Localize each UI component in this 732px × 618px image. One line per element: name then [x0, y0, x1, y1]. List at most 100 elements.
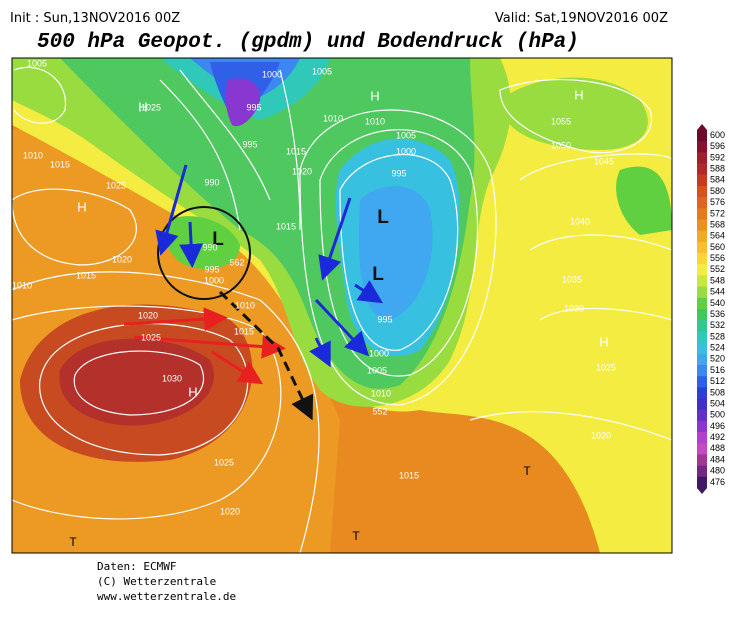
colorbar-swatch [697, 432, 707, 444]
colorbar-swatch [697, 353, 707, 366]
isobar-label: 1005 [396, 130, 416, 140]
colorbar-label: 476 [710, 477, 725, 487]
colorbar-label: 568 [710, 219, 725, 229]
colorbar-swatch [697, 387, 707, 399]
colorbar-swatch [697, 163, 707, 176]
colorbar-swatch [697, 454, 707, 467]
colorbar-label: 588 [710, 164, 725, 174]
isobar-label: 1000 [204, 275, 224, 285]
colorbar-cap [697, 488, 707, 494]
thermal-low-marker: T [69, 535, 77, 549]
colorbar-label: 556 [710, 253, 725, 263]
colorbar-label: 552 [710, 264, 725, 274]
high-marker: H [77, 199, 86, 214]
low-marker: L [377, 207, 389, 228]
colorbar-label: 520 [710, 354, 725, 364]
isobar-label: 1005 [312, 66, 332, 76]
geopotential-label: 562 [229, 257, 244, 267]
isobar-label: 1040 [570, 216, 590, 226]
colorbar-swatch [697, 185, 707, 198]
isobar-label: 1000 [262, 69, 282, 79]
isobar-label: 1055 [551, 116, 571, 126]
colorbar-label: 536 [710, 309, 725, 319]
isobar-label: 1005 [27, 58, 47, 68]
valid-time: Valid: Sat,19NOV2016 00Z [495, 11, 668, 26]
isobar-label: 1015 [76, 270, 96, 280]
footer-line: Daten: ECMWF [97, 560, 176, 573]
isobar-label: 1025 [141, 332, 161, 342]
isobar-label: 995 [391, 168, 406, 178]
colorbar-swatch [697, 342, 707, 355]
colorbar-label: 480 [710, 466, 725, 476]
high-marker: H [188, 384, 197, 399]
colorbar-swatch [697, 364, 707, 377]
colorbar-label: 580 [710, 186, 725, 196]
isobar-label: 1000 [369, 348, 389, 358]
isobar-label: 1030 [564, 303, 584, 313]
colorbar-swatch [697, 398, 707, 411]
colorbar: 6005965925885845805765725685645605565525… [697, 124, 725, 494]
map-field [12, 58, 672, 553]
isobar-label: 1010 [12, 280, 32, 290]
map-labels: 1005 1025 H 1000 1005 995 995 990 1015 1… [12, 58, 616, 549]
isobar-label: 1015 [50, 159, 70, 169]
isobar-label: 995 [204, 264, 219, 274]
colorbar-swatch [697, 264, 707, 276]
colorbar-label: 532 [710, 320, 725, 330]
colorbar-label: 584 [710, 175, 725, 185]
colorbar-label: 576 [710, 197, 725, 207]
high-marker: H [599, 334, 608, 349]
colorbar-swatch [697, 376, 707, 388]
isobar-label: 1010 [235, 300, 255, 310]
high-marker: H [370, 88, 379, 103]
colorbar-swatch [697, 331, 707, 344]
colorbar-cap [697, 124, 707, 130]
colorbar-label: 512 [710, 376, 725, 386]
colorbar-swatch [697, 476, 707, 489]
isobar-label: 995 [246, 102, 261, 112]
isobar-label: 1025 [106, 180, 126, 190]
colorbar-swatch [697, 275, 707, 288]
colorbar-swatch [697, 320, 707, 332]
colorbar-swatch [697, 230, 707, 243]
thermal-low-marker: T [352, 529, 360, 543]
colorbar-swatch [697, 286, 707, 299]
thermal-low-marker: T [523, 464, 531, 478]
isobar-label: 995 [377, 314, 392, 324]
colorbar-swatch [697, 130, 707, 142]
colorbar-label: 496 [710, 421, 725, 431]
isobar-label: 990 [202, 242, 217, 252]
colorbar-label: 508 [710, 387, 725, 397]
colorbar-swatch [697, 208, 707, 220]
colorbar-swatch [697, 309, 707, 321]
colorbar-swatch [697, 141, 707, 153]
isobar-label: 1020 [591, 430, 611, 440]
isobar-label: 1010 [365, 116, 385, 126]
isobar-label: 1000 [396, 146, 416, 156]
isobar-label: 1025 [141, 102, 161, 112]
colorbar-label: 548 [710, 275, 725, 285]
colorbar-label: 528 [710, 331, 725, 341]
low-marker: L [212, 229, 224, 250]
colorbar-swatch [697, 465, 707, 478]
colorbar-swatch [697, 197, 707, 209]
colorbar-swatch [697, 409, 707, 422]
colorbar-label: 516 [710, 365, 725, 375]
isobar-label: 1015 [276, 221, 296, 231]
isobar-label: 1020 [292, 166, 312, 176]
colorbar-swatch [697, 420, 707, 433]
isobar-label: 1015 [286, 146, 306, 156]
colorbar-label: 560 [710, 242, 725, 252]
isobar-label: 1050 [551, 140, 571, 150]
isobar-label: 1015 [399, 470, 419, 480]
isobar-label: 1015 [234, 326, 254, 336]
isobar-label: 1025 [214, 457, 234, 467]
colorbar-swatch [697, 241, 707, 254]
footer-line: (C) Wetterzentrale [97, 575, 216, 588]
colorbar-label: 488 [710, 443, 725, 453]
colorbar-swatch [697, 152, 707, 165]
colorbar-label: 564 [710, 231, 725, 241]
isobar-label: 995 [242, 139, 257, 149]
map-title: 500 hPa Geopot. (gpdm) und Bodendruck (h… [37, 31, 579, 54]
